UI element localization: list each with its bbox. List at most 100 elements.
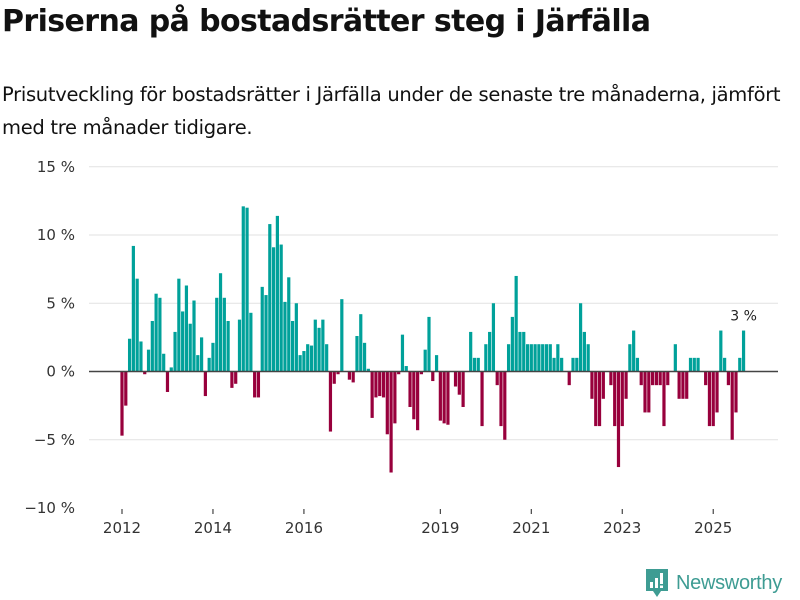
- bar-positive: [139, 341, 143, 372]
- bar-negative: [480, 371, 484, 427]
- bar-positive: [488, 331, 492, 372]
- bars: [120, 206, 746, 473]
- bar-negative: [590, 371, 594, 399]
- x-tick-label: 2014: [194, 519, 232, 537]
- bar-positive: [556, 344, 560, 372]
- bar-positive: [302, 351, 306, 372]
- bar-negative: [378, 371, 382, 397]
- y-tick-label: 10 %: [37, 226, 75, 244]
- bar-negative: [643, 371, 647, 413]
- x-tick-label: 2016: [285, 519, 323, 537]
- bar-positive: [245, 207, 249, 372]
- bar-negative: [654, 371, 658, 386]
- bar-negative: [234, 371, 238, 384]
- bar-positive: [272, 247, 276, 372]
- bar-negative: [446, 371, 450, 425]
- bar-positive: [264, 295, 268, 372]
- bar-positive: [544, 344, 549, 372]
- bar-positive: [260, 286, 264, 372]
- bar-negative: [647, 371, 651, 413]
- bar-positive: [359, 314, 363, 372]
- bar-negative: [726, 371, 730, 386]
- bar-positive: [673, 344, 677, 372]
- bar-negative: [393, 371, 397, 424]
- bar-positive: [321, 319, 325, 372]
- bar-negative: [328, 371, 333, 432]
- bar-positive: [552, 357, 556, 372]
- y-axis-labels: 15 % 10 % 5 % 0 % −5 % −10 %: [24, 158, 75, 517]
- bar-negative: [651, 371, 655, 386]
- bar-negative: [613, 371, 617, 427]
- bar-negative: [609, 371, 613, 386]
- bar-positive: [578, 303, 583, 372]
- bar-negative: [666, 371, 670, 386]
- x-tick-label: 2023: [603, 519, 641, 537]
- bar-negative: [658, 371, 662, 386]
- annotation-background: [727, 305, 760, 325]
- bar-negative: [389, 371, 393, 473]
- bar-positive: [207, 357, 211, 372]
- bar-positive: [541, 344, 545, 372]
- bar-negative: [620, 371, 624, 427]
- bar-negative: [639, 371, 643, 386]
- bar-negative: [203, 371, 207, 397]
- bar-positive: [741, 330, 746, 372]
- bar-positive: [279, 244, 283, 372]
- bar-negative: [677, 371, 681, 399]
- bar-negative: [385, 371, 389, 435]
- bar-positive: [192, 300, 196, 372]
- bar-positive: [688, 357, 693, 372]
- bar-positive: [628, 344, 632, 372]
- y-tick-label: 5 %: [46, 294, 75, 312]
- bar-negative: [495, 371, 499, 386]
- bar-negative: [124, 371, 128, 406]
- bar-positive: [518, 331, 522, 372]
- bar-positive: [154, 293, 158, 372]
- bar-positive: [469, 331, 473, 372]
- bar-positive: [290, 320, 295, 372]
- bar-positive: [696, 357, 700, 372]
- bar-negative: [503, 371, 507, 440]
- bar-negative: [412, 371, 416, 420]
- bar-negative: [594, 371, 598, 427]
- annotation: 3 %: [727, 305, 760, 325]
- bar-positive: [222, 297, 226, 372]
- bar-negative: [397, 371, 401, 375]
- bar-positive: [241, 206, 245, 372]
- bar-positive: [146, 349, 151, 372]
- bar-positive: [560, 357, 564, 372]
- bar-positive: [184, 285, 189, 372]
- x-tick-label: 2019: [421, 519, 459, 537]
- bar-positive: [177, 278, 181, 372]
- bar-negative: [711, 371, 715, 427]
- bar-positive: [317, 327, 321, 372]
- bar-negative: [734, 371, 738, 413]
- bar-negative: [381, 371, 386, 398]
- bar-negative: [567, 371, 571, 386]
- bar-positive: [738, 357, 742, 372]
- bar-positive: [127, 338, 132, 372]
- annotation-label: 3 %: [730, 309, 757, 325]
- bar-positive: [275, 215, 279, 372]
- x-tick-label: 2012: [103, 519, 141, 537]
- bar-positive: [340, 299, 344, 372]
- bar-negative: [408, 371, 412, 407]
- bar-positive: [506, 344, 511, 372]
- chart-subtitle: Prisutveckling för bostadsrätter i Järfä…: [2, 83, 781, 139]
- bar-positive: [692, 357, 696, 372]
- bar-negative: [165, 371, 170, 392]
- bar-positive: [309, 345, 314, 372]
- bar-negative: [624, 371, 628, 399]
- bar-negative: [374, 371, 378, 398]
- bar-positive: [211, 342, 215, 372]
- bar-positive: [723, 357, 727, 372]
- bar-negative: [715, 371, 719, 413]
- bar-negative: [347, 371, 351, 380]
- bar-positive: [294, 303, 298, 372]
- bar-positive: [249, 312, 253, 372]
- bar-negative: [332, 371, 336, 384]
- x-axis: 2012 2014 2016 2019 2021 2023 2025: [103, 509, 732, 537]
- bar-negative: [230, 371, 234, 388]
- brand-name: Newsworthy: [676, 571, 782, 594]
- bar-chart-speech-bubble-icon: [646, 569, 668, 597]
